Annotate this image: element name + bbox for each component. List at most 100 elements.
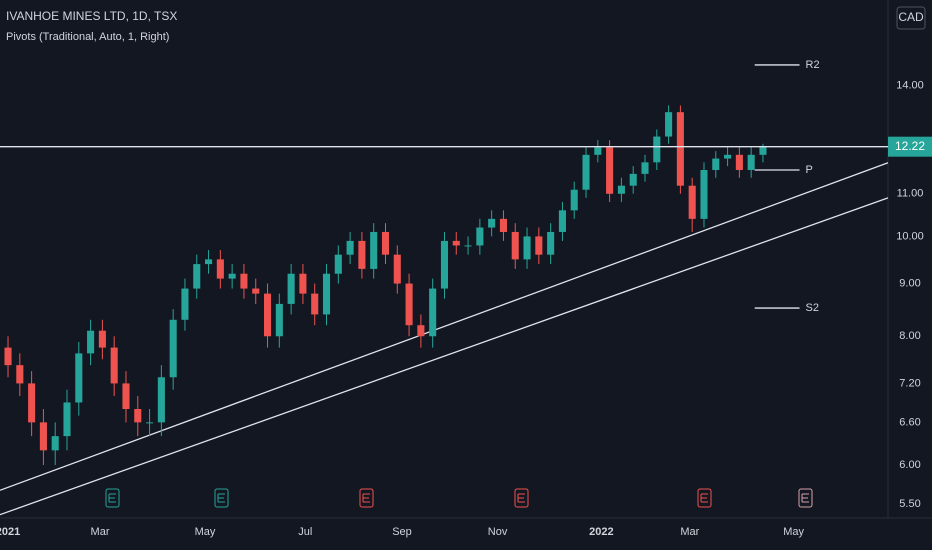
candle-body [263,293,272,337]
x-tick-label: Jul [298,526,312,538]
candle-body [181,288,189,320]
candle-body [16,365,24,384]
pivot-label: P [806,164,813,176]
candle-body [75,353,83,403]
indicator-label: Pivots (Traditional, Auto, 1, Right) [6,31,169,43]
candle-body [641,162,649,174]
candle-body [252,288,260,294]
x-tick-label: Mar [91,526,110,538]
candle-body [712,158,720,170]
candle-body [606,147,614,194]
candle-body [759,146,767,155]
y-tick-label: 11.00 [897,188,924,200]
candle-body [440,240,449,289]
candle-body [334,254,342,274]
candle-body [594,147,602,155]
candle-body [370,231,378,269]
candle-body [724,154,732,159]
candle-body [157,377,165,423]
x-tick-label: 2021 [0,526,20,538]
candle-body [216,259,224,279]
candle-body [417,325,425,337]
candle-body [547,231,555,255]
candle-body [275,303,283,337]
candle-body [582,154,590,190]
candle-body [28,383,36,423]
candle-body [735,154,743,170]
candle-body [570,189,578,211]
earnings-icon [214,488,229,508]
candle-body [676,112,684,186]
earnings-icon [359,488,374,508]
y-tick-label: 14.00 [896,80,924,92]
trend-line [0,197,889,516]
candle-body [110,347,118,384]
currency-box[interactable] [896,6,926,30]
earnings-icon [798,488,813,508]
y-tick-label: 10.00 [896,230,924,242]
candle-body [617,185,625,194]
x-tick-label: May [195,526,216,538]
y-tick-label: 5.50 [899,498,920,510]
pivot-label: R2 [806,59,820,71]
candle-body [228,273,236,279]
candle-body [523,236,531,260]
x-tick-label: Nov [488,526,508,538]
y-tick-label: 8.00 [899,330,920,342]
candle-body [429,288,437,337]
price-label: 12.22 [895,139,925,153]
y-tick-label: 6.60 [899,416,920,428]
y-tick-label: 9.00 [899,277,920,289]
candle-body [4,347,12,366]
y-tick-label: 6.00 [899,459,920,471]
candle-body [169,319,177,378]
candle-body [511,231,519,260]
candle-body [311,293,319,315]
candle-body [146,422,154,424]
chart-title: IVANHOE MINES LTD, 1D, TSX [6,9,177,23]
candle-body [700,169,708,219]
trend-line [0,162,889,491]
x-tick-label: May [783,526,804,538]
candle-body [98,330,106,348]
candle-body [499,218,507,232]
earnings-icon [514,488,529,508]
candle-body [346,240,354,255]
candle-body [488,218,496,228]
candle-body [287,273,295,304]
earnings-icon [697,488,712,508]
candle-body [452,240,460,246]
candle-body [134,408,142,423]
candle-body [405,283,413,326]
candle-body [87,330,95,354]
candle-body [358,240,366,269]
candle-body [122,383,130,409]
candle-body [629,173,637,186]
candle-body [63,402,71,437]
candle-body [393,254,401,284]
x-tick-label: 2022 [589,526,613,538]
candle-body [535,236,543,255]
x-tick-label: Mar [680,526,699,538]
candle-body [322,273,331,315]
candle-body [51,436,59,451]
candle-body [688,185,696,219]
currency-label[interactable]: CAD [898,10,924,24]
x-tick-label: Sep [392,526,412,538]
earnings-icons [105,488,813,508]
y-tick-label: 7.20 [899,377,920,389]
pivot-label: S2 [806,302,819,314]
earnings-icon [105,488,120,508]
price-label-box [888,136,932,157]
candle-body [240,273,248,289]
candle-body [381,231,390,255]
candle-body [464,245,472,247]
candle-body [205,259,213,265]
candle-body [193,264,201,289]
plot [0,64,889,516]
candle-body [653,136,661,163]
candle-body [558,210,566,232]
candle-body [665,112,673,137]
